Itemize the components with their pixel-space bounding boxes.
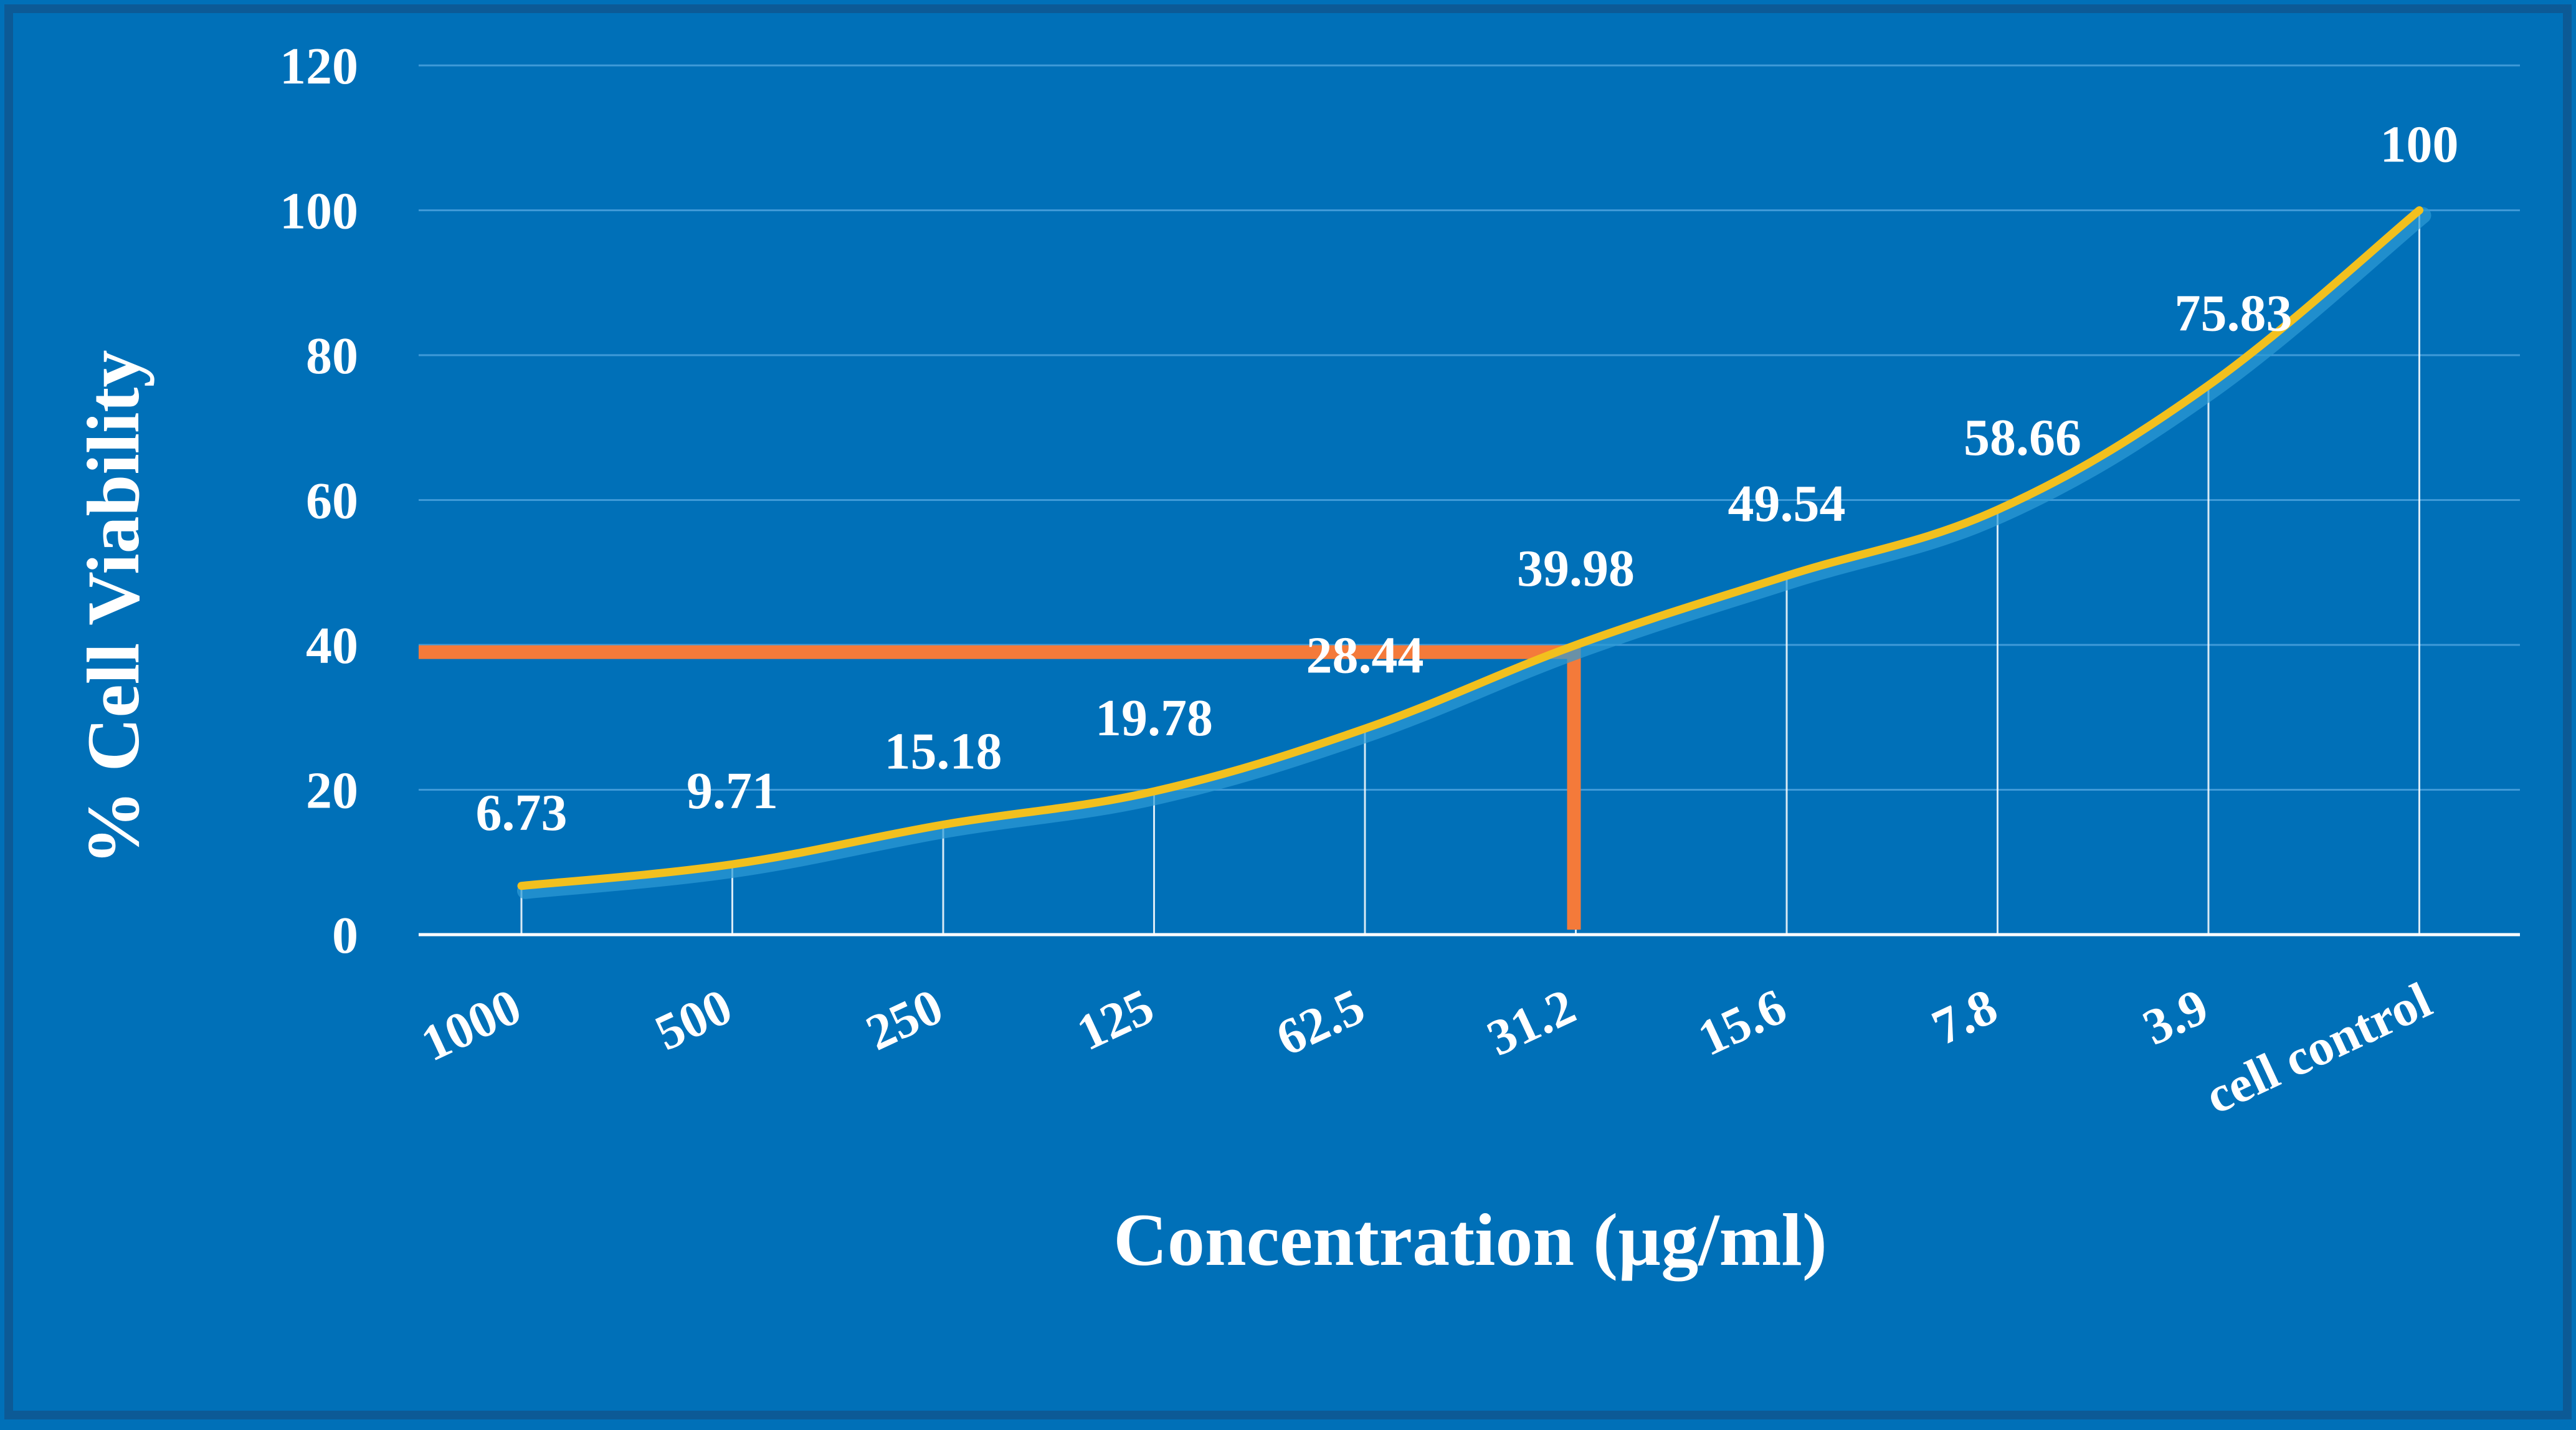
y-tick-label: 20 (306, 762, 358, 820)
x-axis-title: Concentration (µg/ml) (1113, 1198, 1827, 1282)
y-tick-label: 40 (306, 617, 358, 675)
data-label: 49.54 (1728, 475, 1846, 533)
series-line (517, 206, 2423, 890)
data-label: 58.66 (1964, 409, 2081, 467)
data-labels: 6.73 9.71 15.18 19.78 28.44 39.98 49.54 58.66 75… (476, 116, 2459, 842)
data-label: 39.98 (1517, 540, 1635, 598)
chart-border (4, 4, 2572, 1419)
data-label: 100 (2380, 116, 2459, 174)
y-axis-title: % Cell Viability (72, 350, 154, 865)
data-label: 9.71 (687, 762, 778, 820)
y-tick-label: 120 (280, 37, 358, 95)
series-line-shadow (517, 207, 2431, 899)
y-tick-labels: 0 20 40 60 80 100 120 (280, 37, 358, 965)
y-tick-label: 0 (332, 907, 358, 965)
ic50-marker (419, 645, 1581, 930)
data-label: 28.44 (1306, 626, 1424, 684)
data-label: 15.18 (885, 723, 1002, 781)
y-tick-label: 80 (306, 327, 358, 385)
drop-lines (520, 210, 2420, 935)
gridlines (419, 64, 2520, 791)
series-line-group (517, 206, 2431, 899)
data-label: 75.83 (2175, 284, 2293, 342)
y-tick-label: 60 (306, 472, 358, 530)
data-label: 19.78 (1095, 689, 1213, 747)
y-tick-label: 100 (280, 183, 358, 241)
data-label: 6.73 (476, 784, 568, 842)
